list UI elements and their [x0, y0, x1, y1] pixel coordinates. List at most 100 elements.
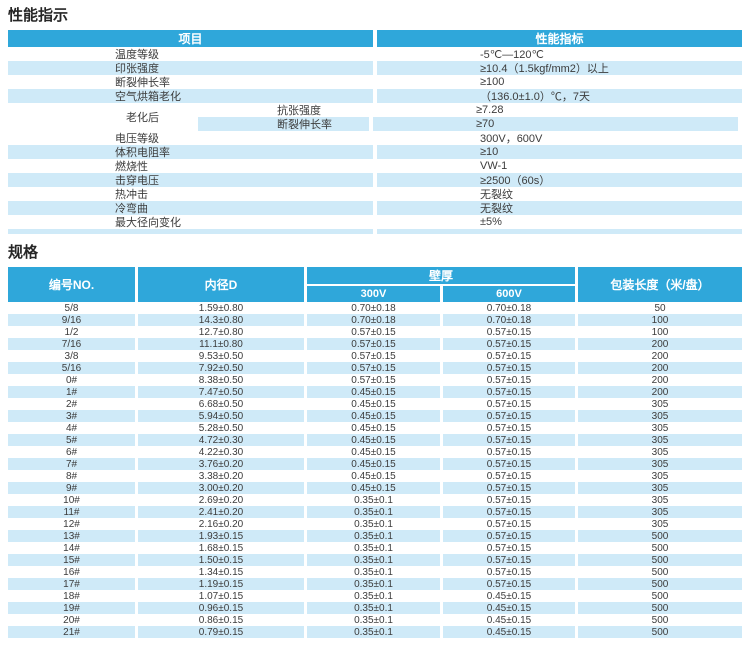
- spec-cell-inner-diameter: 2.41±0.20: [138, 506, 304, 518]
- perf-value: ≥70: [373, 117, 738, 131]
- spec-cell-wall-600v: 0.57±0.15: [443, 338, 575, 350]
- spec-cell-inner-diameter: 1.68±0.15: [198, 542, 244, 554]
- column-gap: [575, 482, 578, 494]
- perf-value: （136.0±1.0）℃，7天: [377, 89, 742, 103]
- wall-thickness-subheaders: 300V 600V: [307, 286, 575, 302]
- column-gap: [135, 590, 138, 602]
- spec-row: 1# 7.47±0.50 0.45±0.15 0.57±0.15 200: [8, 386, 742, 398]
- column-gap: [575, 566, 578, 578]
- spec-cell-no: 13#: [8, 530, 135, 542]
- spec-cell-wall-600v: 0.57±0.15: [486, 494, 532, 506]
- spec-cell-wall-300v: 0.57±0.15: [351, 350, 396, 362]
- column-gap: [575, 326, 578, 338]
- spec-cell-wall-600v: 0.57±0.15: [486, 398, 532, 410]
- column-gap: [304, 530, 307, 542]
- perf-item-label: 断裂伸长率: [115, 77, 170, 89]
- column-gap: [304, 602, 307, 614]
- column-gap: [575, 338, 578, 350]
- spec-cell-wall-600v: 0.57±0.15: [443, 554, 575, 566]
- spec-cell-wall-300v: 0.45±0.15: [307, 458, 440, 470]
- column-gap: [373, 61, 377, 75]
- spec-cell-no: 11#: [8, 506, 135, 518]
- column-gap: [440, 362, 443, 374]
- column-gap: [373, 145, 377, 159]
- spec-cell-inner-diameter: 1.93±0.15: [138, 530, 304, 542]
- perf-subitem-label: 抗张强度: [277, 105, 321, 117]
- spec-cell-no: 5#: [8, 434, 135, 446]
- column-gap: [440, 434, 443, 446]
- spec-cell-wall-300v: 0.57±0.15: [351, 374, 396, 386]
- spec-cell-no: 6#: [65, 446, 78, 458]
- spec-cell-inner-diameter: 0.86±0.15: [198, 614, 244, 626]
- perf-item-label: 击穿电压: [8, 173, 373, 187]
- aging-row-group: 老化后 抗张强度 ≥7.28 断裂伸长率 ≥70: [8, 103, 742, 131]
- column-gap: [440, 314, 443, 326]
- performance-table: 项目 性能指标 温度等级 -5℃—120℃ 印张强度 ≥10.4（1.5kgf/mm2…: [8, 30, 742, 234]
- spec-row: 0# 8.38±0.50 0.57±0.15 0.57±0.15 200: [8, 374, 742, 386]
- column-gap: [304, 386, 307, 398]
- strip-right: [377, 229, 742, 234]
- spec-cell-package-length: 500: [651, 590, 669, 602]
- spec-cell-inner-diameter: 3.00±0.20: [138, 482, 304, 494]
- perf-row: 印张强度 ≥10.4（1.5kgf/mm2）以上: [8, 61, 742, 75]
- spec-cell-inner-diameter: 12.7±0.80: [198, 326, 244, 338]
- column-gap: [440, 590, 443, 602]
- column-gap: [440, 602, 443, 614]
- spec-cell-package-length: 500: [578, 554, 742, 566]
- spec-row: 14# 1.68±0.15 0.35±0.1 0.57±0.15 500: [8, 542, 742, 554]
- spec-cell-wall-300v: 0.45±0.15: [351, 398, 396, 410]
- column-gap: [373, 215, 377, 229]
- column-gap: [304, 326, 307, 338]
- spec-cell-package-length: 200: [651, 374, 669, 386]
- spec-cell-inner-diameter: 1.59±0.80: [198, 302, 244, 314]
- column-header-600v: 600V: [443, 286, 575, 302]
- column-gap: [304, 578, 307, 590]
- perf-subrow: 抗张强度 ≥7.28: [198, 103, 742, 117]
- spec-row: 3/8 9.53±0.50 0.57±0.15 0.57±0.15 200: [8, 350, 742, 362]
- spec-cell-wall-600v: 0.57±0.15: [443, 410, 575, 422]
- column-gap: [135, 542, 138, 554]
- spec-cell-inner-diameter: 0.79±0.15: [138, 626, 304, 638]
- column-gap: [575, 398, 578, 410]
- column-header-inner-diameter: 内径D: [138, 267, 304, 302]
- spec-cell-wall-300v: 0.35±0.1: [354, 590, 393, 602]
- spec-cell-wall-300v: 0.45±0.15: [307, 482, 440, 494]
- spec-row: 15# 1.50±0.15 0.35±0.1 0.57±0.15 500: [8, 554, 742, 566]
- column-gap: [304, 434, 307, 446]
- spec-cell-package-length: 305: [578, 458, 742, 470]
- spec-cell-wall-300v: 0.35±0.1: [354, 614, 393, 626]
- spec-cell-inner-diameter: 1.19±0.15: [138, 578, 304, 590]
- column-gap: [135, 302, 138, 314]
- spec-cell-no: 9#: [8, 482, 135, 494]
- spec-cell-package-length: 500: [578, 578, 742, 590]
- column-gap: [304, 446, 307, 458]
- spec-row: 16# 1.34±0.15 0.35±0.1 0.57±0.15 500: [8, 566, 742, 578]
- spec-cell-wall-600v: 0.57±0.15: [486, 566, 532, 578]
- spec-cell-inner-diameter: 5.28±0.50: [198, 422, 244, 434]
- spec-cell-wall-300v: 0.57±0.15: [307, 338, 440, 350]
- perf-value: ≥7.28: [476, 104, 504, 116]
- spec-row: 11# 2.41±0.20 0.35±0.1 0.57±0.15 305: [8, 506, 742, 518]
- spec-cell-wall-300v: 0.35±0.1: [354, 566, 393, 578]
- spec-cell-wall-300v: 0.70±0.18: [351, 302, 396, 314]
- column-gap: [373, 89, 377, 103]
- column-gap: [304, 422, 307, 434]
- spec-cell-wall-300v: 0.45±0.15: [307, 434, 440, 446]
- column-gap: [304, 338, 307, 350]
- column-gap: [575, 506, 578, 518]
- column-gap: [440, 302, 443, 314]
- performance-table-bottom-strip: [8, 229, 742, 234]
- perf-item-label: 电压等级: [115, 133, 159, 145]
- column-gap: [575, 350, 578, 362]
- spec-cell-inner-diameter: 8.38±0.50: [198, 374, 244, 386]
- column-gap: [304, 267, 307, 302]
- aging-subrows: 抗张强度 ≥7.28 断裂伸长率 ≥70: [198, 103, 742, 131]
- perf-value: 无裂纹: [377, 201, 742, 215]
- spec-row: 9# 3.00±0.20 0.45±0.15 0.57±0.15 305: [8, 482, 742, 494]
- spec-cell-no: 15#: [8, 554, 135, 566]
- perf-row: 燃烧性 VW-1: [8, 159, 742, 173]
- spec-cell-inner-diameter: 4.72±0.30: [138, 434, 304, 446]
- column-gap: [135, 614, 138, 626]
- spec-cell-wall-300v: 0.35±0.1: [354, 518, 393, 530]
- perf-item-label: 体积电阻率: [8, 145, 373, 159]
